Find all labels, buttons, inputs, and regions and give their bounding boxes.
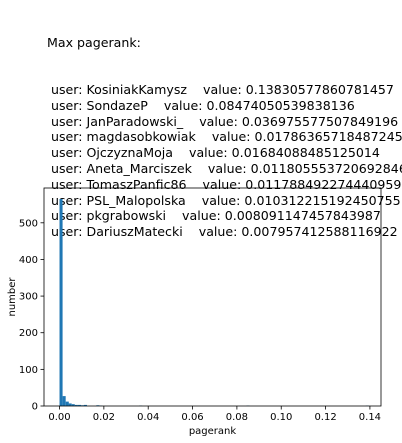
- x-tick-label: 0.12: [314, 412, 336, 423]
- x-tick-label: 0.08: [226, 412, 248, 423]
- y-axis-label: number: [7, 277, 18, 317]
- x-tick-label: 0.02: [93, 412, 115, 423]
- y-tick-label: 500: [19, 218, 38, 229]
- histogram-bars: [60, 199, 369, 406]
- x-axis-label: pagerank: [189, 426, 237, 437]
- x-tick-label: 0.00: [48, 412, 70, 423]
- x-tick-label: 0.06: [181, 412, 203, 423]
- x-axis: 0.00 0.02 0.04 0.06 0.08 0.10 0.12 0.14: [48, 406, 381, 423]
- y-tick-label: 0: [32, 402, 38, 413]
- x-tick-label: 0.14: [359, 412, 381, 423]
- y-tick-label: 100: [19, 365, 38, 376]
- y-tick-label: 200: [19, 328, 38, 339]
- x-tick-label: 0.10: [270, 412, 292, 423]
- y-axis: 0 100 200 300 400 500: [19, 218, 44, 412]
- y-tick-label: 400: [19, 255, 38, 266]
- y-tick-label: 300: [19, 292, 38, 303]
- histogram-bar: [66, 402, 69, 406]
- x-tick-label: 0.04: [137, 412, 159, 423]
- plot-frame: [44, 188, 381, 406]
- histogram-bar: [63, 396, 66, 406]
- histogram-bar: [60, 199, 63, 406]
